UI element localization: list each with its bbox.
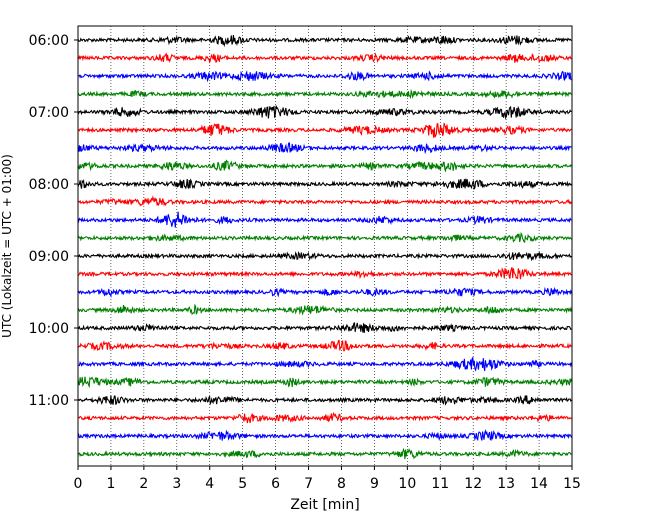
seismic-trace [77, 447, 572, 460]
seismic-trace [77, 286, 573, 299]
seismic-trace [77, 411, 572, 424]
x-tick-label: 5 [238, 476, 247, 492]
seismic-trace [77, 195, 572, 207]
y-tick-label: 09:00 [29, 249, 69, 265]
seismic-trace [77, 339, 572, 352]
seismic-trace [77, 159, 572, 173]
x-tick-label: 2 [139, 476, 148, 492]
seismic-trace [77, 142, 572, 155]
y-tick-label: 11:00 [29, 393, 69, 409]
seismic-traces [77, 35, 573, 460]
seismic-trace [77, 69, 572, 83]
x-tick-label: 10 [398, 476, 416, 492]
seismic-trace [77, 267, 572, 280]
x-axis-label: Zeit [min] [290, 497, 359, 513]
x-tick-label: 9 [370, 476, 379, 492]
plot-frame [77, 25, 573, 467]
grid-lines [110, 26, 540, 466]
x-tick-label: 12 [464, 476, 482, 492]
y-tick-label: 07:00 [29, 105, 69, 121]
x-tick-label: 6 [271, 476, 280, 492]
seismic-trace [77, 35, 572, 48]
x-tick-label: 1 [106, 476, 115, 492]
x-tick-label: 3 [172, 476, 181, 492]
seismic-trace [77, 211, 572, 228]
seismic-trace [77, 428, 573, 442]
seismic-trace [77, 251, 572, 262]
x-tick-label: 8 [337, 476, 346, 492]
x-tick-label: 0 [74, 476, 83, 492]
x-tick-label: 11 [431, 476, 449, 492]
y-tick-label: 10:00 [29, 321, 69, 337]
seismic-trace [77, 178, 572, 191]
y-tick-label: 06:00 [29, 33, 69, 49]
seismic-trace [77, 52, 572, 64]
y-axis-ticks: 06:00 07:00 08:00 09:00 10:00 11:00 [29, 33, 78, 409]
y-axis-label: UTC (Lokalzeit = UTC + 01:00) [0, 154, 14, 338]
seismic-trace [77, 303, 573, 316]
seismic-trace [77, 322, 572, 333]
seismic-trace [77, 122, 572, 138]
x-tick-label: 4 [205, 476, 214, 492]
seismic-trace [77, 232, 572, 243]
y-tick-label: 08:00 [29, 177, 69, 193]
x-axis-ticks: 0 1 2 3 4 5 6 7 8 9 10 11 12 13 14 15 [74, 466, 581, 492]
seismic-trace [77, 88, 572, 100]
x-tick-label: 13 [497, 476, 515, 492]
seismic-trace [77, 376, 573, 389]
seismic-trace [77, 394, 572, 406]
seismic-trace [77, 356, 573, 372]
seismic-trace [77, 105, 572, 120]
x-tick-label: 7 [304, 476, 313, 492]
x-tick-label: 15 [563, 476, 581, 492]
x-tick-label: 14 [530, 476, 548, 492]
